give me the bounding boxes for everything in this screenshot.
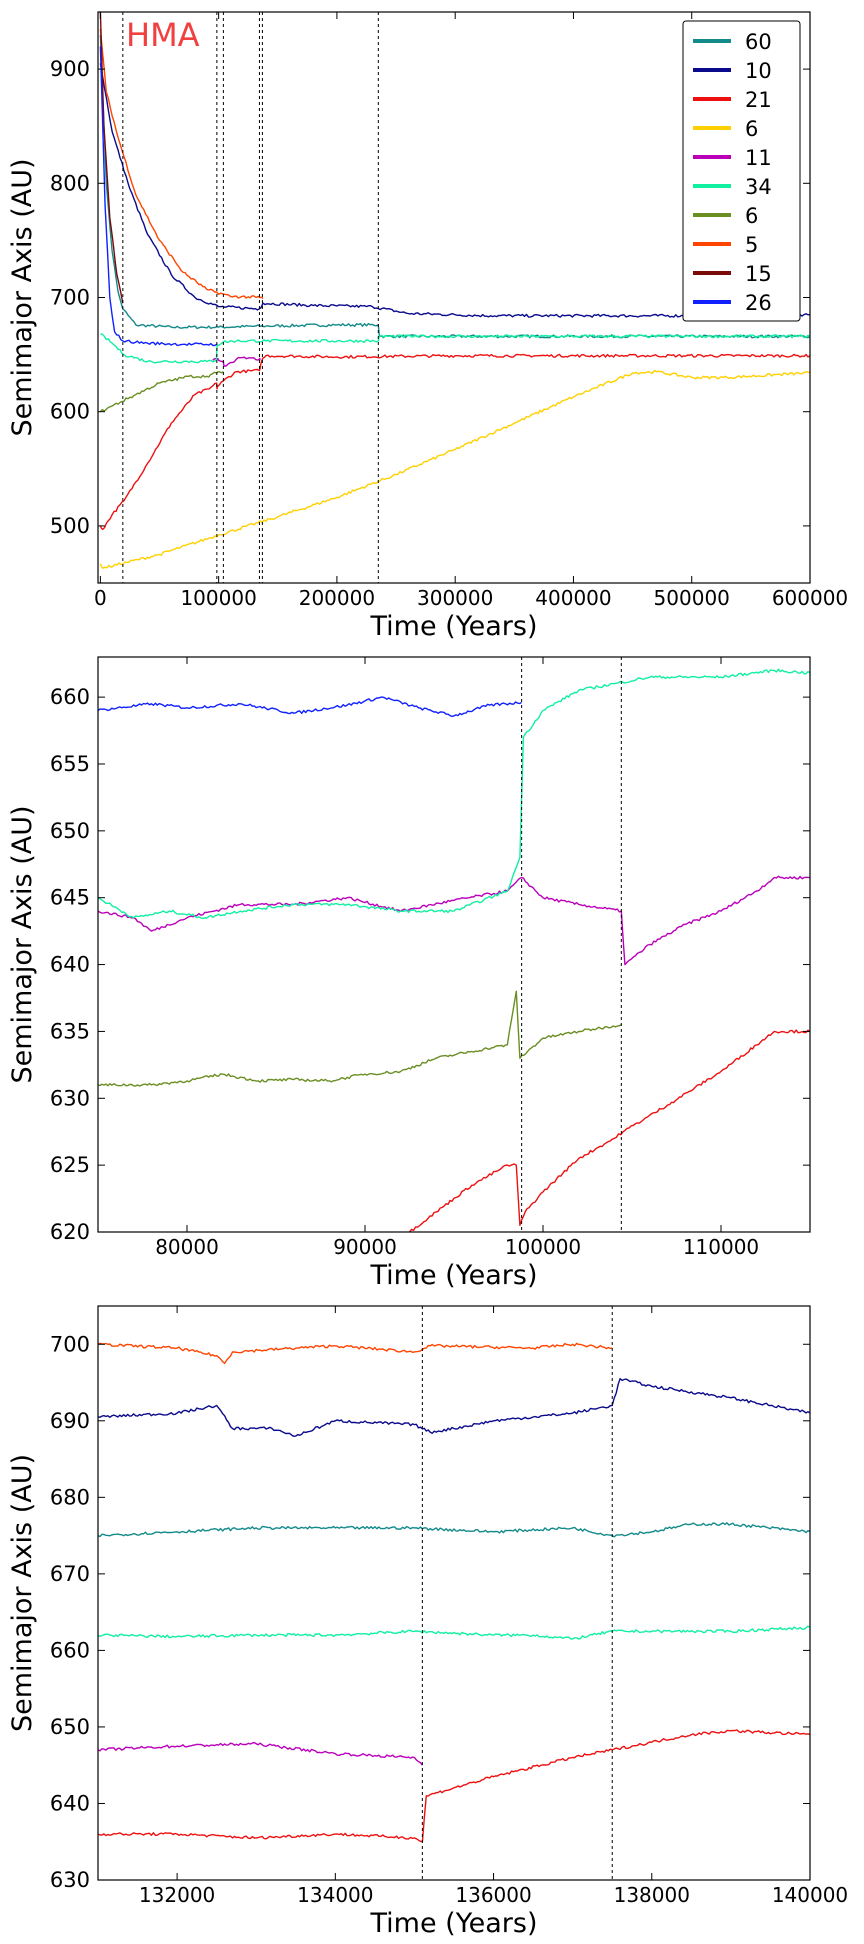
series-line-10-1 bbox=[98, 1378, 810, 1437]
x-axis-label: Time (Years) bbox=[370, 1908, 538, 1939]
y-tick-label: 650 bbox=[50, 1715, 90, 1739]
y-tick-label: 640 bbox=[50, 953, 90, 977]
y-tick-label: 670 bbox=[50, 1562, 90, 1586]
legend-label-0: 60 bbox=[745, 30, 772, 54]
legend-label-4: 11 bbox=[745, 146, 772, 170]
x-tick-label: 136000 bbox=[455, 1883, 531, 1907]
legend: 60 10 21 6 11 34 6 5 15 26 bbox=[682, 20, 801, 322]
series-line-21-5 bbox=[98, 1729, 810, 1843]
series-line-5-7 bbox=[99, 29, 264, 300]
y-axis-label: Semimajor Axis (AU) bbox=[7, 1454, 38, 1732]
legend-label-1: 10 bbox=[745, 59, 772, 83]
x-tick-label: 100000 bbox=[505, 1235, 581, 1259]
y-tick-label: 500 bbox=[50, 514, 90, 538]
x-tick-label: 200000 bbox=[299, 586, 375, 610]
x-tick-label: 600000 bbox=[772, 586, 848, 610]
y-tick-label: 680 bbox=[50, 1485, 90, 1509]
x-tick-label: 500000 bbox=[654, 586, 730, 610]
x-tick-label: 0 bbox=[94, 586, 107, 610]
x-axis-label: Time (Years) bbox=[370, 611, 538, 642]
plot-area bbox=[99, 12, 810, 583]
legend-label-6: 6 bbox=[745, 204, 758, 228]
y-tick-label: 645 bbox=[50, 886, 90, 910]
y-tick-label: 700 bbox=[50, 1332, 90, 1356]
series-line-34-5 bbox=[100, 333, 810, 364]
series-line-21-2 bbox=[99, 353, 810, 530]
x-tick-label: 80000 bbox=[155, 1235, 219, 1259]
panel-bottom-zoom: 132000 134000 136000 138000 140000 630 640 650 6… bbox=[7, 1305, 848, 1939]
series-line-6-3 bbox=[99, 369, 810, 569]
series-line-15-8 bbox=[99, 12, 124, 304]
x-tick-label: 400000 bbox=[535, 586, 611, 610]
plot-frame bbox=[97, 656, 811, 1233]
legend-label-9: 26 bbox=[745, 291, 772, 315]
y-tick-label: 620 bbox=[50, 1220, 90, 1244]
y-axis-label: Semimajor Axis (AU) bbox=[7, 805, 38, 1083]
x-tick-label: 132000 bbox=[139, 1883, 215, 1907]
series-line-6-3 bbox=[98, 990, 622, 1087]
series-line-6-6 bbox=[99, 371, 224, 413]
panel-top-overview: 0 100000 200000 300000 400000 500000 600000 500… bbox=[7, 11, 848, 642]
series-line-11-4 bbox=[212, 356, 261, 367]
plot-frame bbox=[97, 1305, 811, 1881]
y-axis-label: Semimajor Axis (AU) bbox=[7, 158, 38, 436]
legend-label-7: 5 bbox=[745, 233, 758, 257]
x-tick-label: 140000 bbox=[772, 1883, 848, 1907]
y-tick-label: 900 bbox=[50, 57, 90, 81]
series-line-11-4 bbox=[98, 1741, 423, 1766]
legend-label-2: 21 bbox=[745, 88, 772, 112]
series-line-60-2 bbox=[98, 1522, 810, 1538]
series-line-21-4 bbox=[408, 1029, 810, 1232]
legend-label-3: 6 bbox=[745, 117, 758, 141]
plot-area bbox=[98, 657, 810, 1232]
series-line-34-3 bbox=[98, 1625, 810, 1640]
y-tick-label: 630 bbox=[50, 1086, 90, 1110]
y-tick-label: 660 bbox=[50, 685, 90, 709]
plot-area bbox=[98, 1306, 810, 1880]
series-line-5-0 bbox=[98, 1342, 613, 1365]
panel-annotation: HMA bbox=[126, 16, 200, 54]
y-tick-label: 655 bbox=[50, 752, 90, 776]
y-tick-label: 625 bbox=[50, 1153, 90, 1177]
y-tick-label: 600 bbox=[50, 400, 90, 424]
x-tick-label: 134000 bbox=[297, 1883, 373, 1907]
legend-label-8: 15 bbox=[745, 262, 772, 286]
y-tick-label: 640 bbox=[50, 1791, 90, 1815]
x-tick-label: 300000 bbox=[417, 586, 493, 610]
series-line-26-0 bbox=[98, 696, 522, 718]
y-tick-label: 635 bbox=[50, 1019, 90, 1043]
y-tick-label: 650 bbox=[50, 819, 90, 843]
x-tick-label: 90000 bbox=[333, 1235, 397, 1259]
x-tick-label: 110000 bbox=[683, 1235, 759, 1259]
y-tick-label: 660 bbox=[50, 1638, 90, 1662]
panel-middle-zoom: 80000 90000 100000 110000 620 625 630 635 640 645… bbox=[7, 656, 811, 1291]
x-tick-label: 138000 bbox=[614, 1883, 690, 1907]
x-axis-label: Time (Years) bbox=[370, 1260, 538, 1291]
y-tick-label: 700 bbox=[50, 286, 90, 310]
x-tick-label: 100000 bbox=[180, 586, 256, 610]
legend-label-5: 34 bbox=[745, 175, 772, 199]
series-line-26-9 bbox=[99, 46, 218, 347]
legend-box bbox=[682, 20, 801, 322]
y-tick-label: 630 bbox=[50, 1868, 90, 1892]
y-tick-label: 690 bbox=[50, 1409, 90, 1433]
series-line-11-1 bbox=[98, 875, 810, 966]
series-line-34-2 bbox=[98, 668, 810, 920]
y-tick-label: 800 bbox=[50, 171, 90, 195]
